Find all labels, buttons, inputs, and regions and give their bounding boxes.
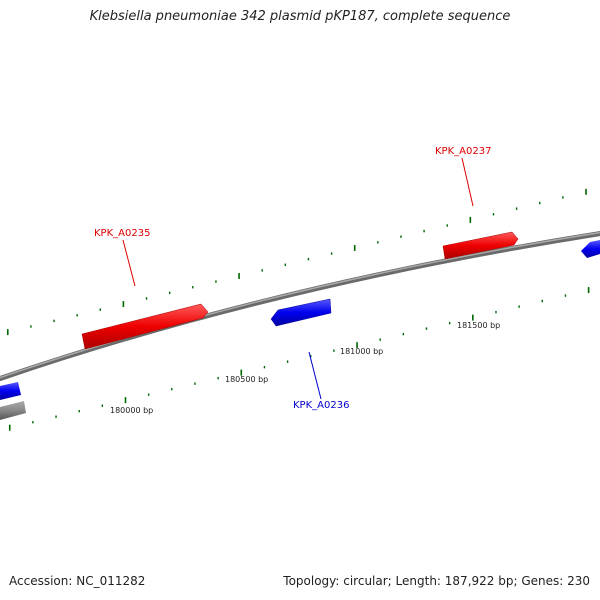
sequence-backbone [0, 231, 600, 382]
scale-label: 181500 bp [457, 321, 500, 330]
gene-arrow-reverse[interactable] [581, 240, 600, 258]
gene-KPK_A0236[interactable] [270, 298, 332, 327]
callout-line [461, 157, 474, 207]
gene-label-KPK_A0235[interactable]: KPK_A0235 [94, 228, 150, 239]
gene-arrow-forward[interactable] [81, 303, 209, 350]
scale-label: 181000 bp [340, 347, 383, 356]
gene-left-edge[interactable] [0, 382, 21, 400]
map-title: Klebsiella pneumoniae 342 plasmid pKP187… [89, 9, 511, 24]
sequence-summary: Topology: circular; Length: 187,922 bp; … [283, 574, 590, 588]
gene-arrow-reverse[interactable] [0, 382, 21, 400]
gene-right-edge[interactable] [581, 240, 600, 258]
gene-KPK_A0237[interactable] [442, 231, 519, 260]
tick-marks [6, 188, 590, 431]
scale-label: 180000 bp [110, 406, 153, 415]
sequence-backbone-segment [0, 401, 26, 420]
scale-label: 180500 bp [225, 375, 268, 384]
gene-arrow-forward[interactable] [442, 231, 519, 260]
callout-line [308, 351, 322, 400]
sequence-backbone-highlight [0, 231, 600, 379]
accession-label: Accession: NC_011282 [9, 574, 146, 588]
gene-label-KPK_A0236[interactable]: KPK_A0236 [293, 400, 349, 411]
callout-line [122, 239, 136, 287]
gene-arrow-reverse[interactable] [270, 298, 332, 327]
gene-KPK_A0235[interactable] [81, 303, 209, 350]
gene-label-KPK_A0237[interactable]: KPK_A0237 [435, 146, 491, 157]
